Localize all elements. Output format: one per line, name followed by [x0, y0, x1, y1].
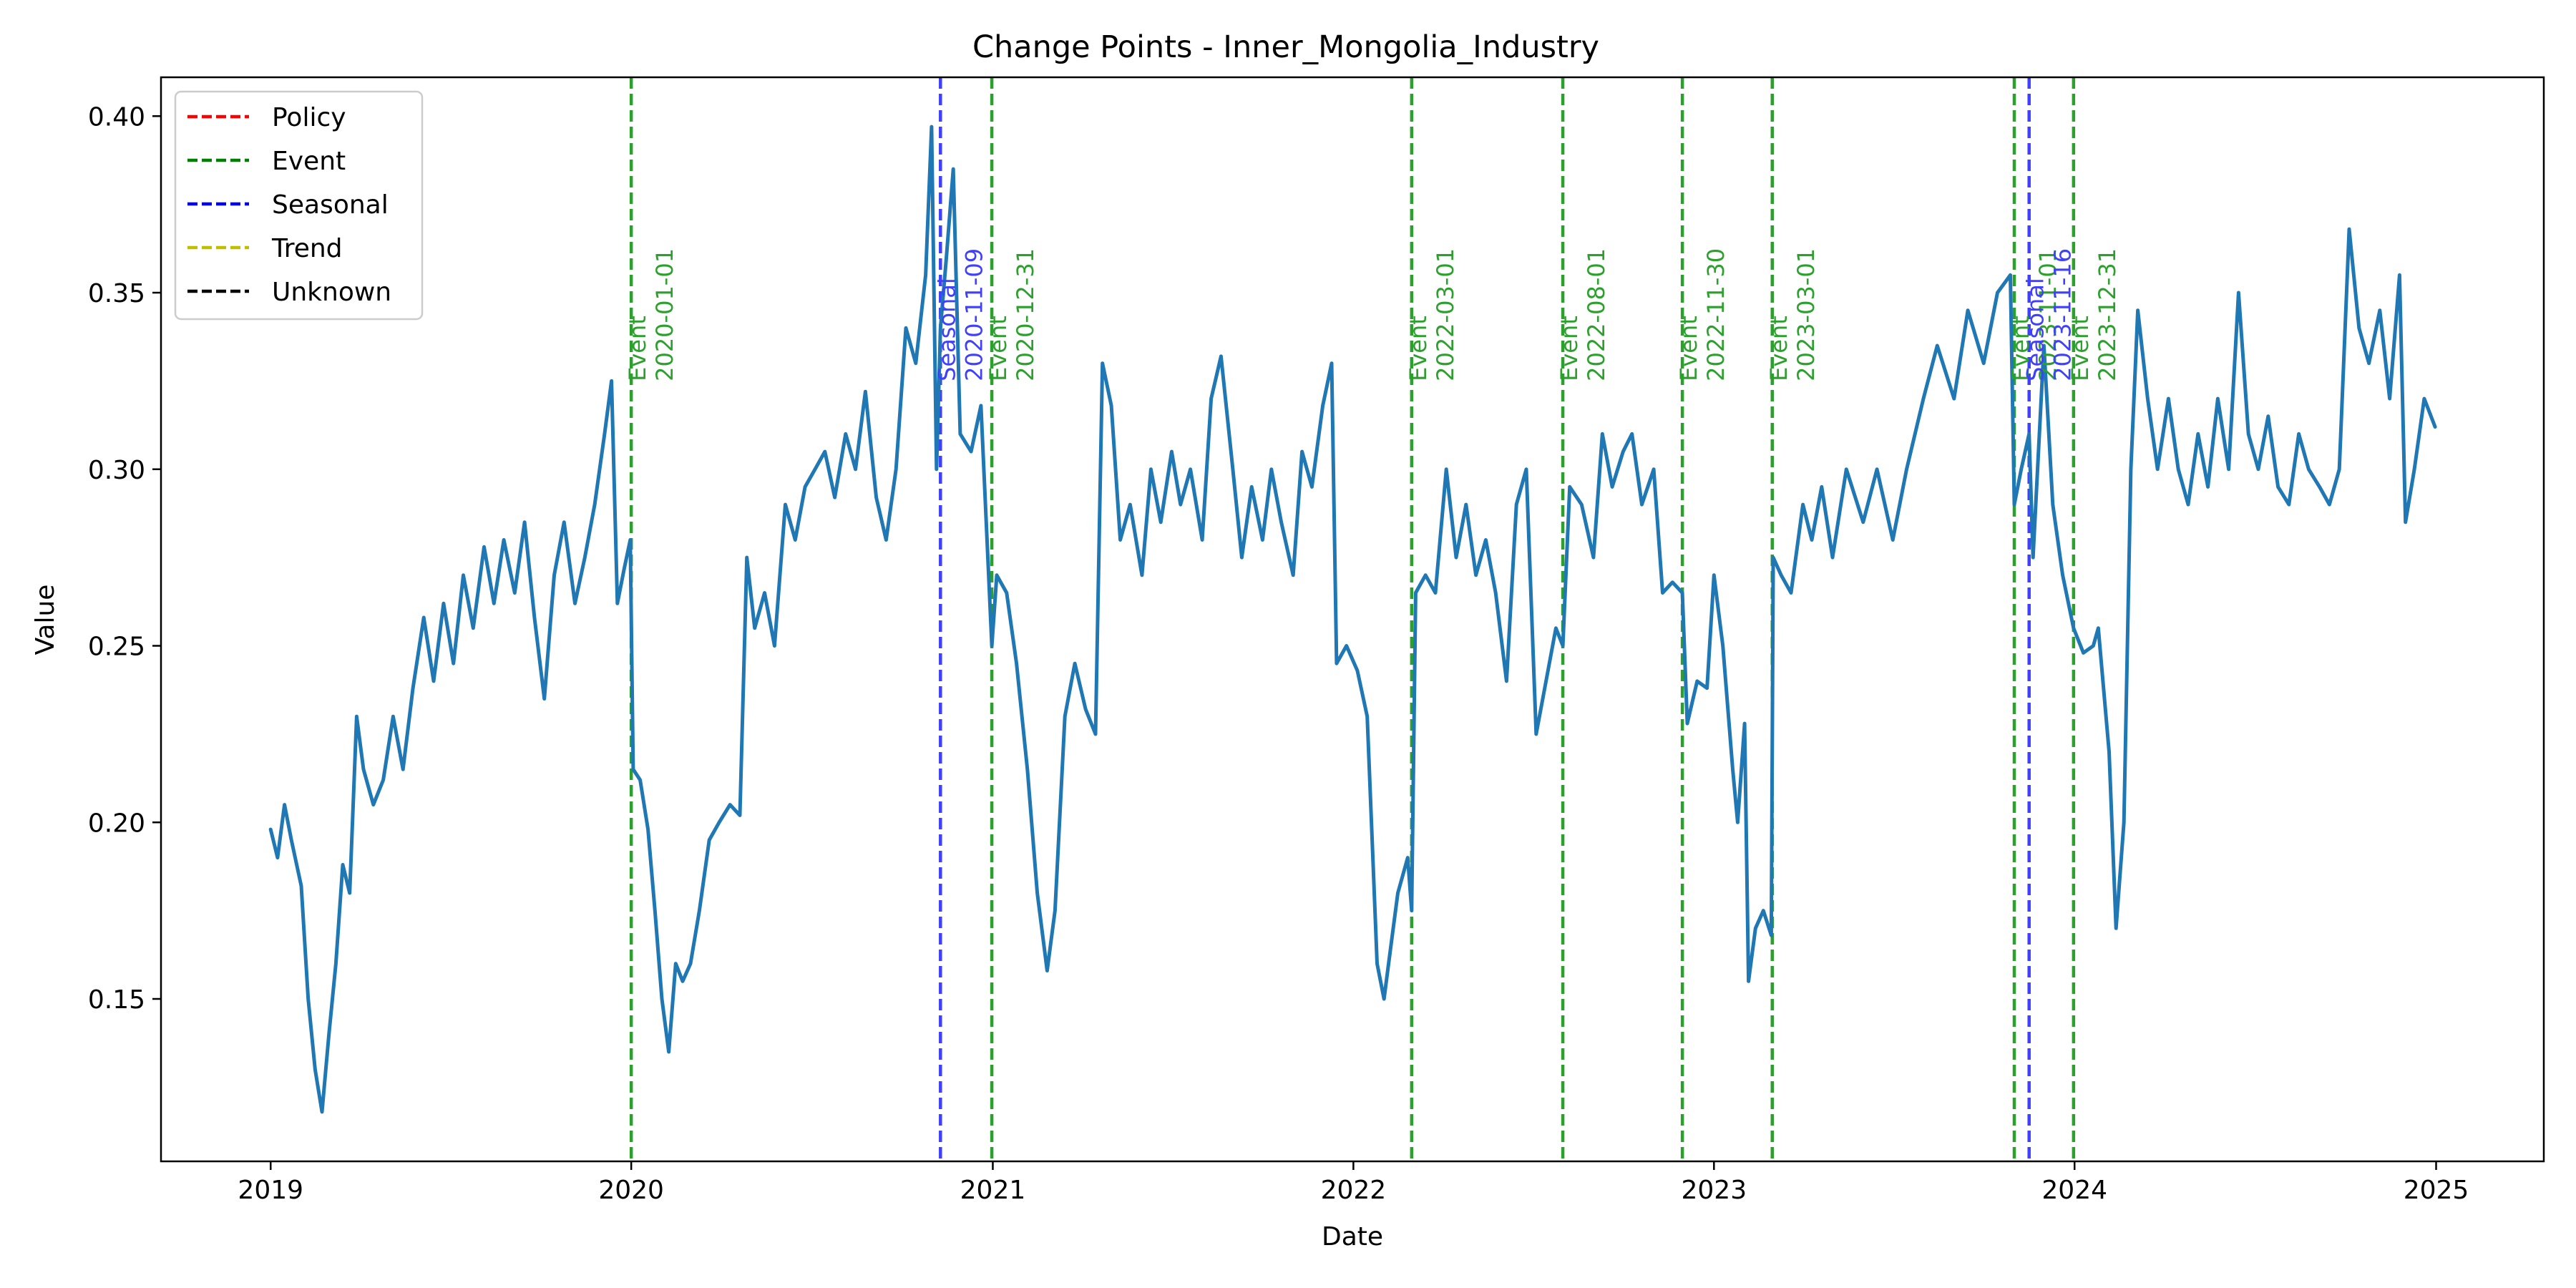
y-tick-label: 0.20 [88, 809, 145, 838]
change-point-date-label: 2022-03-01 [1432, 248, 1459, 381]
change-point-date-label: 2023-11-01 [2034, 248, 2062, 381]
series-line [268, 125, 2437, 1114]
y-tick-label: 0.25 [88, 633, 145, 662]
series-layer [268, 125, 2437, 1114]
legend-box [174, 90, 424, 321]
x-tick-label: 2022 [1321, 1176, 1387, 1205]
y-tick-label: 0.30 [88, 456, 145, 485]
change-point-date-label: 2020-12-31 [1012, 248, 1039, 381]
legend-label: Event [272, 147, 346, 176]
y-axis-ticks: 0.15 0.20 0.25 0.30 0.35 0.40 [88, 102, 161, 1015]
y-tick-label: 0.35 [88, 279, 145, 308]
legend-entries: Policy Event Seasonal Trend Unknown [187, 103, 391, 307]
x-axis-label: Date [1322, 1222, 1383, 1252]
change-point-category-label: Event [624, 316, 651, 381]
change-point-category-label: Seasonal [933, 278, 960, 381]
change-point-date-label: 2023-11-16 [2049, 248, 2077, 381]
change-point-date-label: 2023-12-31 [2094, 248, 2121, 381]
change-point-date-label: 2023-03-01 [1792, 248, 1820, 381]
y-axis-label: Value [31, 585, 60, 655]
change-point-category-label: Event [985, 316, 1012, 381]
change-point-date-label: 2020-11-09 [960, 248, 987, 381]
change-point-date-label: 2022-11-30 [1702, 248, 1729, 381]
chart-title: Change Points - Inner_Mongolia_Industry [972, 29, 1599, 65]
change-point-date-label: 2020-01-01 [651, 248, 678, 381]
legend: Policy Event Seasonal Trend Unknown [174, 90, 424, 321]
change-point-category-label: Event [1765, 316, 1792, 381]
legend-label: Policy [272, 103, 346, 132]
change-point-category-label: Event [2067, 316, 2094, 381]
legend-label: Trend [271, 234, 343, 263]
change-point-category-label: Seasonal [2022, 278, 2049, 381]
x-tick-label: 2024 [2041, 1176, 2107, 1205]
change-point-category-label: Event [2007, 316, 2034, 381]
legend-label: Unknown [272, 278, 391, 307]
change-point-lines [629, 77, 2076, 1161]
x-tick-label: 2020 [598, 1176, 664, 1205]
x-tick-label: 2019 [238, 1176, 303, 1205]
x-tick-label: 2023 [1681, 1176, 1747, 1205]
change-point-category-label: Event [1675, 316, 1702, 381]
plot-frame [160, 76, 2545, 1163]
y-tick-label: 0.15 [88, 985, 145, 1015]
change-point-date-label: 2022-08-01 [1583, 248, 1610, 381]
legend-label: Seasonal [272, 190, 389, 220]
change-point-category-label: Event [1405, 316, 1432, 381]
change-point-category-label: Event [1556, 316, 1583, 381]
x-axis-ticks: 2019 2020 2021 2022 2023 2024 2025 [238, 1161, 2469, 1205]
x-tick-label: 2021 [960, 1176, 1026, 1205]
x-tick-label: 2025 [2404, 1176, 2469, 1205]
y-tick-label: 0.40 [88, 102, 145, 132]
